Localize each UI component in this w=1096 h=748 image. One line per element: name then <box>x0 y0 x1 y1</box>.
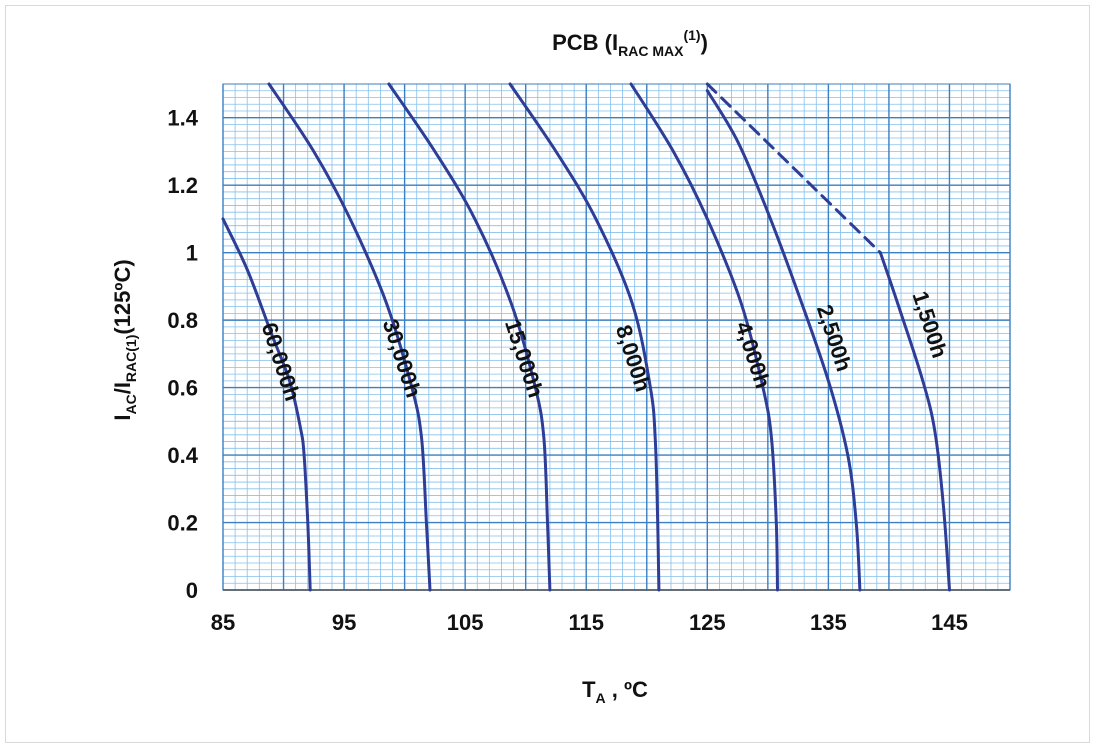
plot-area: 85 95 105 115 125 135 14500.20.40.60.811.21.46… <box>167 82 1011 635</box>
y-tick-label: 0.2 <box>167 511 198 536</box>
y-tick-label: 1.4 <box>167 106 198 131</box>
series-line <box>221 217 312 592</box>
y-tick-label: 1.2 <box>167 173 198 198</box>
y-tick-label: 0.6 <box>167 376 198 401</box>
x-tick-label: 95 <box>332 610 356 635</box>
y-tick-label: 0.4 <box>167 443 198 468</box>
x-tick-label: 115 <box>568 610 604 635</box>
y-axis-label: IAC/IRAC(1)(125ºC) <box>110 259 139 420</box>
x-tick-label: 145 <box>931 610 968 635</box>
chart-title: PCB (IRAC MAX(1)) <box>552 27 708 59</box>
x-tick-label: 105 <box>447 610 484 635</box>
x-tick-label: 125 <box>689 610 726 635</box>
x-tick-label: 85 <box>211 610 235 635</box>
series-dashed-line <box>705 82 882 255</box>
series-line <box>705 89 862 592</box>
series-line <box>267 82 432 592</box>
y-tick-label: 1 <box>186 241 198 266</box>
x-axis-label: TA , ºC <box>582 677 648 706</box>
series-line <box>878 251 951 592</box>
x-tick-label: 135 <box>810 610 847 635</box>
series-line <box>508 82 661 592</box>
series-line <box>387 82 552 592</box>
y-tick-label: 0 <box>186 578 198 603</box>
plot-background <box>223 84 1010 590</box>
y-tick-label: 0.8 <box>167 308 198 333</box>
series-line <box>629 82 779 592</box>
